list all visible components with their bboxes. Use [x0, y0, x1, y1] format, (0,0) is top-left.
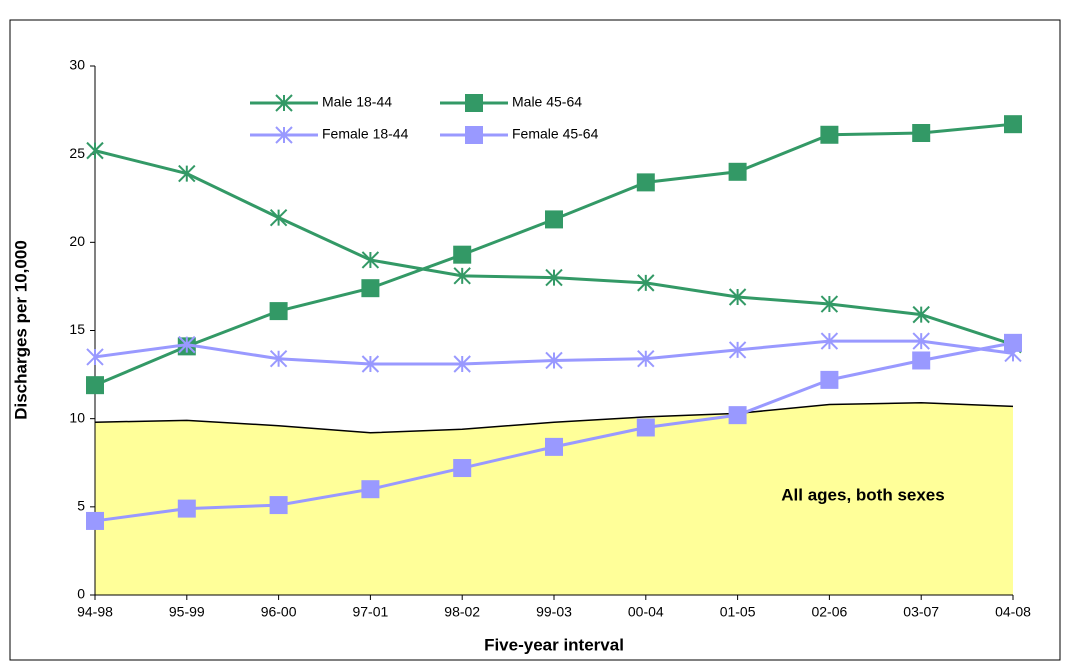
point — [361, 279, 380, 298]
point — [453, 459, 472, 478]
legend-label: Female 18-44 — [322, 126, 409, 142]
legend-marker — [275, 94, 293, 112]
x-tick-label: 04-08 — [995, 604, 1031, 620]
y-tick-label: 5 — [77, 498, 85, 514]
point — [728, 288, 747, 306]
point — [86, 376, 104, 395]
point — [86, 141, 104, 160]
x-tick-label: 96-00 — [261, 604, 297, 620]
x-tick-label: 98-02 — [444, 604, 480, 620]
point — [177, 499, 196, 518]
point — [1004, 115, 1022, 134]
area — [95, 402, 1013, 595]
point — [269, 350, 288, 368]
y-tick-label: 10 — [69, 409, 85, 425]
point — [728, 162, 747, 181]
point — [545, 210, 563, 229]
x-tick-label: 95-99 — [169, 604, 205, 620]
point — [1004, 333, 1022, 352]
point — [178, 335, 196, 354]
point — [820, 295, 839, 313]
point — [545, 268, 563, 287]
y-tick-label: 30 — [69, 57, 85, 73]
point — [728, 341, 747, 359]
legend-label: Male 18-44 — [322, 94, 392, 110]
point — [820, 125, 839, 144]
point — [361, 480, 380, 499]
point — [453, 355, 471, 373]
x-axis-title: Five-year interval — [484, 635, 624, 654]
x-tick-label: 02-06 — [811, 604, 847, 620]
area-label: All ages, both sexes — [781, 485, 944, 504]
point — [912, 332, 930, 350]
point — [361, 251, 380, 269]
point — [728, 406, 747, 425]
legend-marker — [275, 126, 293, 144]
x-tick-label: 03-07 — [903, 604, 939, 620]
x-tick-label: 01-05 — [720, 604, 756, 620]
y-tick-label: 20 — [69, 233, 85, 249]
point — [361, 355, 380, 373]
point — [912, 124, 931, 143]
point — [912, 305, 930, 324]
point — [637, 350, 655, 368]
x-tick-label: 94-98 — [77, 604, 113, 620]
point — [453, 267, 471, 285]
point — [453, 245, 472, 264]
point — [545, 437, 563, 456]
y-tick-label: 15 — [69, 321, 85, 337]
point — [636, 418, 655, 437]
point — [820, 370, 839, 389]
point — [636, 173, 655, 192]
point — [86, 511, 104, 530]
y-tick-label: 0 — [77, 586, 85, 602]
y-tick-label: 25 — [69, 145, 85, 161]
point — [269, 208, 288, 227]
point — [912, 351, 931, 370]
point — [269, 496, 288, 515]
x-tick-label: 99-03 — [536, 604, 572, 620]
point — [820, 332, 839, 350]
area-edge — [94, 402, 1014, 434]
point — [86, 348, 104, 366]
point — [269, 302, 288, 321]
point — [637, 274, 655, 292]
point — [545, 351, 563, 370]
legend-label: Female 45-64 — [512, 126, 599, 142]
x-tick-label: 00-04 — [628, 604, 664, 620]
legend-marker — [465, 94, 483, 112]
y-axis-title: Discharges per 10,000 — [11, 240, 30, 420]
point — [178, 164, 196, 183]
legend-marker — [465, 126, 483, 144]
legend-label: Male 45-64 — [512, 94, 582, 110]
x-tick-label: 97-01 — [352, 604, 388, 620]
